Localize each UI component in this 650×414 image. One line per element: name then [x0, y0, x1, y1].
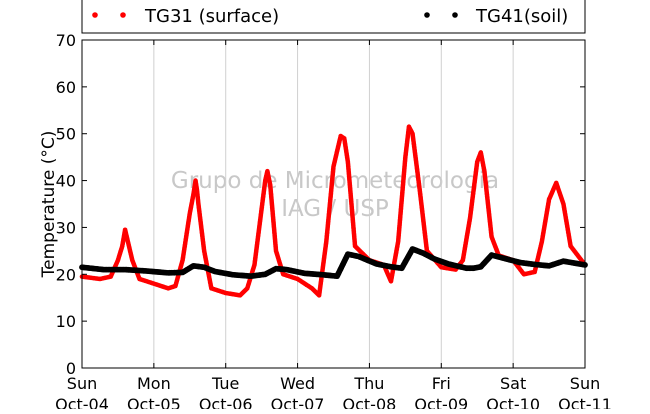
- x-tick-label-day: Tue: [211, 374, 239, 393]
- legend-marker: [452, 12, 458, 18]
- y-tick-label: 60: [56, 78, 76, 97]
- gridlines: [153, 40, 514, 368]
- x-tick-label-day: Fri: [432, 374, 451, 393]
- legend-marker: [120, 12, 126, 18]
- x-tick-label-day: Sat: [500, 374, 526, 393]
- x-tick-label-date: Oct-09: [414, 395, 468, 409]
- x-tick-label-date: Oct-05: [127, 395, 181, 409]
- y-tick-label: 40: [56, 172, 76, 191]
- legend-label: TG41(soil): [475, 6, 568, 27]
- y-tick-label: 0: [66, 359, 76, 378]
- x-tick-label-day: Thu: [353, 374, 384, 393]
- legend-label: TG31 (surface): [144, 6, 279, 27]
- x-tick-label-day: Wed: [280, 374, 315, 393]
- series-layer: [79, 124, 588, 298]
- y-tick-label: 10: [56, 312, 76, 331]
- x-tick-label-date: Oct-08: [343, 395, 397, 409]
- legend-marker: [92, 12, 98, 18]
- x-tick-label-day: Sun: [570, 374, 600, 393]
- legend-frame: [81, 0, 586, 34]
- x-tick-label-day: Sun: [67, 374, 97, 393]
- series-1: [79, 246, 588, 280]
- x-tick-label-date: Oct-04: [55, 395, 109, 409]
- watermark-line-2: IAG / USP: [281, 196, 389, 222]
- legend-marker: [424, 12, 430, 18]
- plot-area: [82, 40, 585, 368]
- y-tick-label: 50: [56, 125, 76, 144]
- x-tick-label-date: Oct-11: [558, 395, 612, 409]
- plot-frame: [81, 39, 586, 369]
- x-tick-label-date: Oct-07: [271, 395, 325, 409]
- x-tick-label-day: Mon: [137, 374, 171, 393]
- y-tick-label: 20: [56, 265, 76, 284]
- y-tick-label: 70: [56, 31, 76, 50]
- x-tick-label-date: Oct-06: [199, 395, 253, 409]
- y-axis-label: Temperature (°C): [39, 131, 59, 279]
- legend: TG31 (surface) TG41(soil): [81, 0, 586, 34]
- y-tick-label: 30: [56, 218, 76, 237]
- series-0: [79, 124, 588, 298]
- x-tick-label-date: Oct-10: [486, 395, 540, 409]
